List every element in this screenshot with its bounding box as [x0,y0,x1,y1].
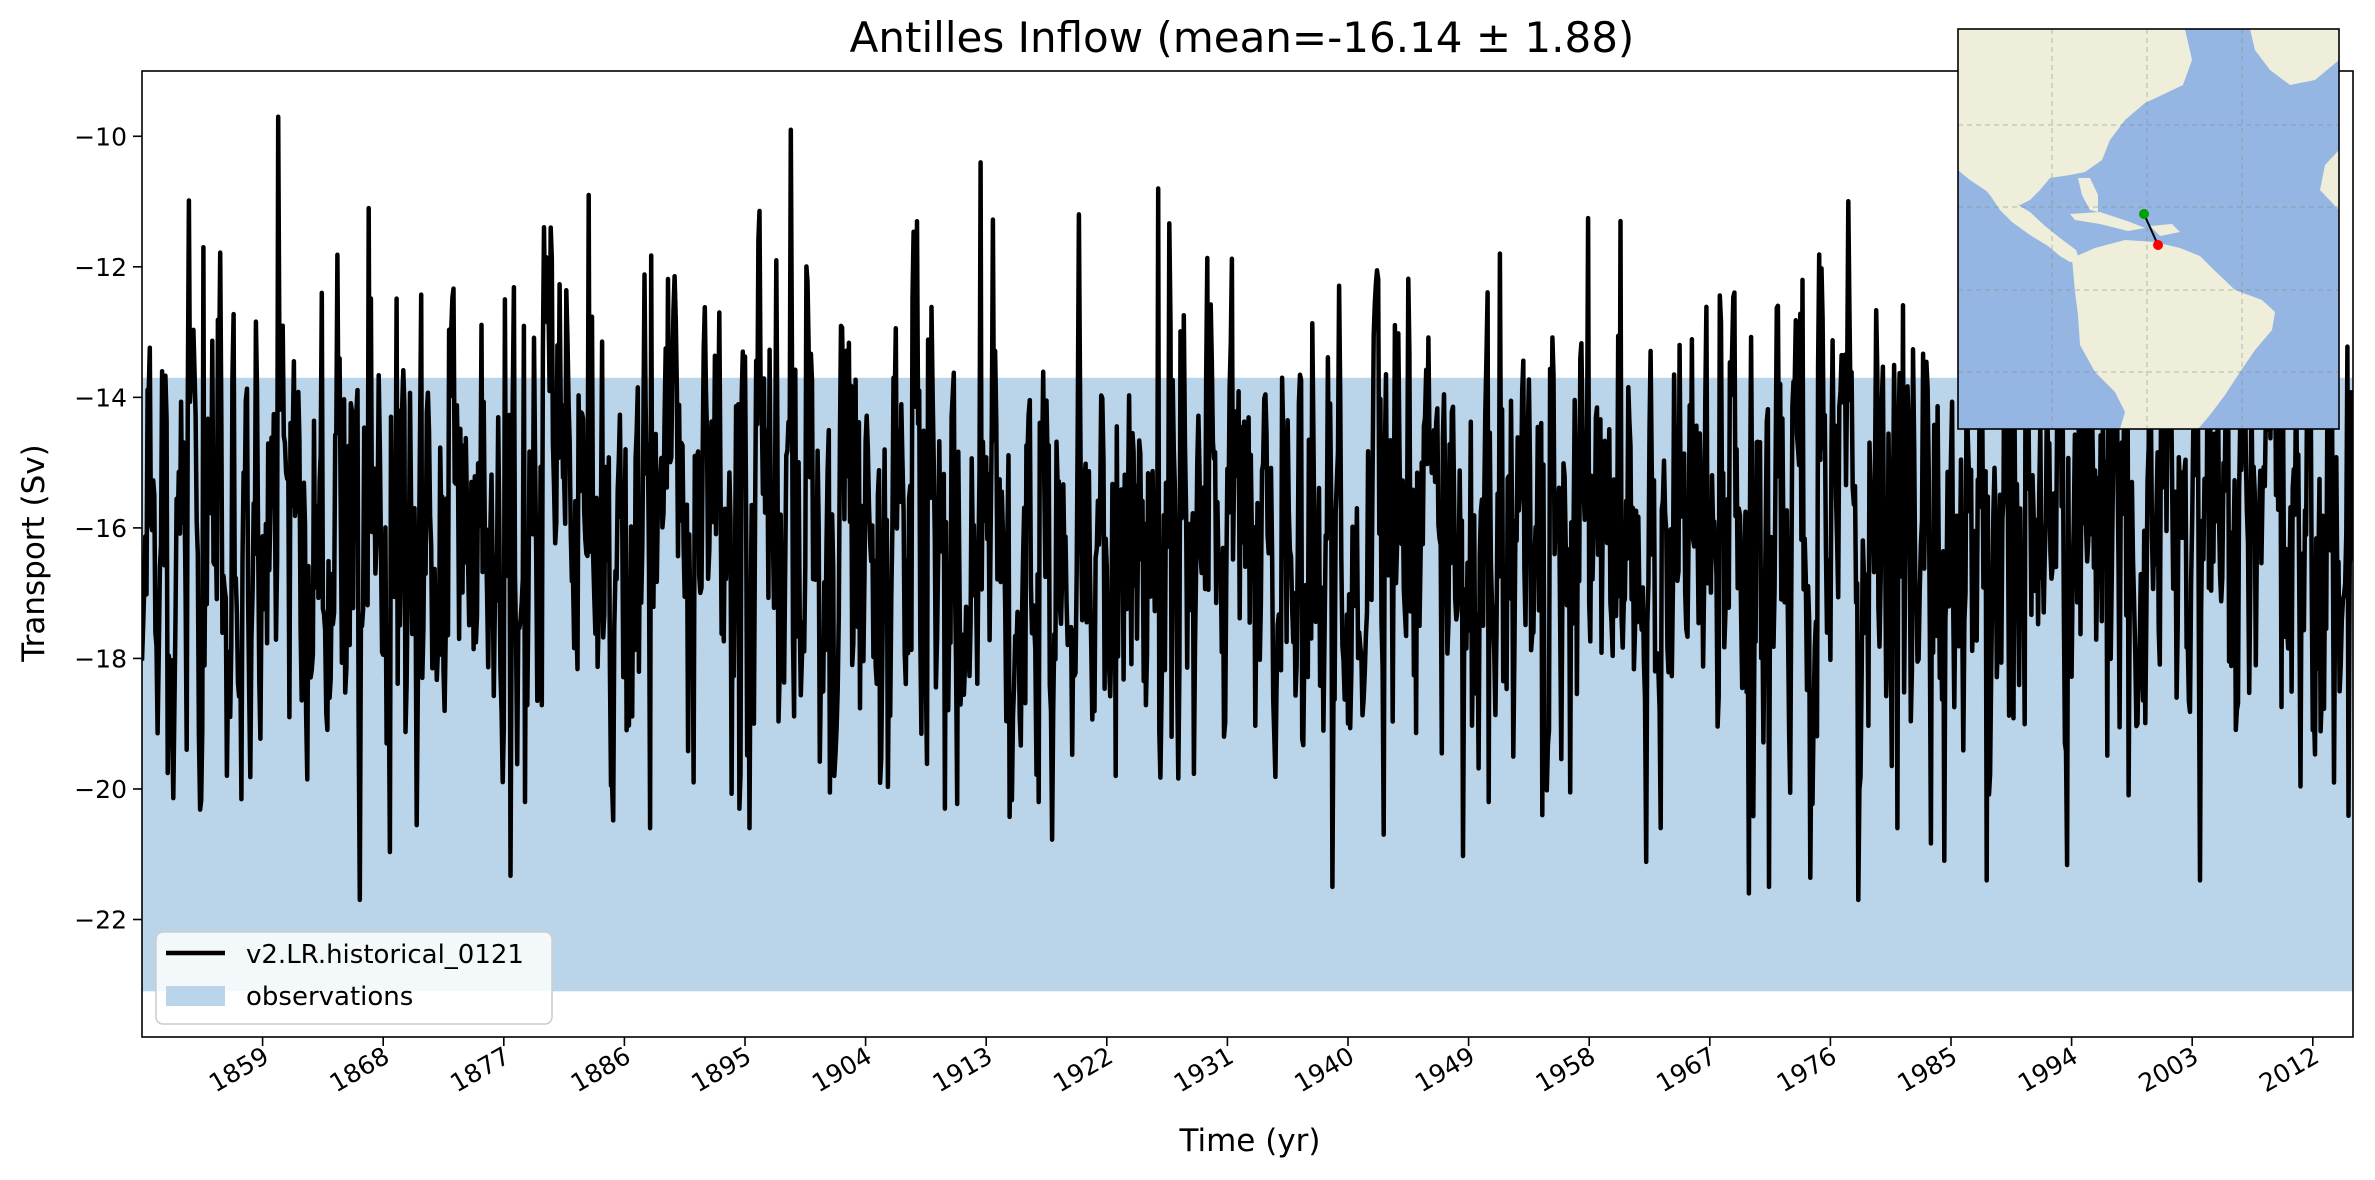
chart-title: Antilles Inflow (mean=-16.14 ± 1.88) [850,13,1635,62]
plot-area [141,70,2354,1038]
series-line-historical [142,114,2353,903]
y-tick-label: −16 [74,514,127,543]
x-tick-label: 1940 [1289,1041,1359,1098]
legend: v2.LR.historical_0121 observations [155,931,553,1025]
legend-label-observations: observations [246,982,413,1012]
y-tick-label: −20 [74,775,127,804]
y-tick-label: −14 [74,383,127,412]
x-axis-label: Time (yr) [1179,1123,1321,1159]
x-tick-label: 1859 [204,1041,274,1098]
x-tick-label: 1886 [566,1041,636,1098]
land-south-america [2072,240,2275,429]
x-tick-label: 1994 [2013,1041,2083,1098]
y-tick-label: −10 [74,122,127,151]
y-tick-label: −18 [74,644,127,673]
inset-frame [1957,28,2340,430]
x-axis: 1859 1868 1877 1886 1895 1904 1913 1922 1931 1940… [204,1037,2324,1098]
section-end-marker [2153,240,2163,250]
x-tick-label: 1967 [1651,1041,1721,1098]
x-tick-label: 2003 [2134,1041,2204,1098]
section-start-marker [2139,209,2149,219]
x-tick-label: 1922 [1048,1041,1118,1098]
plot-frame [141,70,2354,1038]
land-greenland [2250,29,2339,85]
x-tick-label: 1931 [1169,1041,1239,1098]
series-group [142,114,2353,903]
legend-box [155,931,553,1025]
inset-gridlines [1958,29,2339,429]
land-florida [2078,178,2098,212]
x-tick-label: 1976 [1772,1041,1842,1098]
x-tick-label: 1958 [1531,1041,1601,1098]
land-africa [2320,150,2339,210]
land-hispaniola [2150,224,2180,236]
land-central-america [1958,170,2080,262]
x-tick-label: 1985 [1892,1041,1962,1098]
x-tick-label: 1904 [807,1041,877,1098]
land-cuba [2070,212,2145,231]
x-tick-label: 1949 [1410,1041,1480,1098]
y-axis: −22 −20 −18 −16 −14 −12 −10 [74,122,142,935]
y-tick-label: −22 [74,906,127,935]
y-tick-label: −12 [74,253,127,282]
y-axis-label: Transport (Sv) [16,444,52,663]
land-north-america [1958,29,2192,205]
x-tick-label: 1877 [445,1041,515,1098]
legend-patch-swatch [166,986,225,1006]
legend-label-model: v2.LR.historical_0121 [246,940,524,970]
x-tick-label: 1913 [928,1041,998,1098]
inset-map [1957,28,2340,430]
x-tick-label: 1895 [686,1041,756,1098]
x-tick-label: 2012 [2254,1041,2324,1098]
section-line [2143,213,2159,246]
x-tick-label: 1868 [325,1041,395,1098]
